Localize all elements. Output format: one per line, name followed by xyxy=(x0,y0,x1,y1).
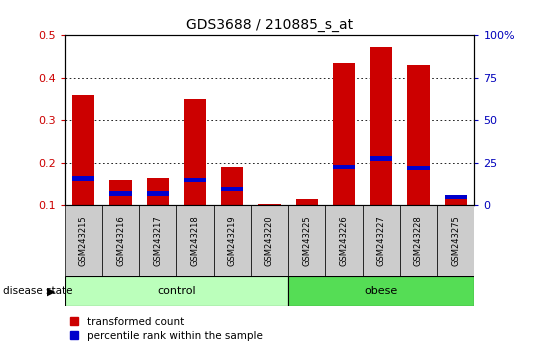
Text: control: control xyxy=(157,286,196,296)
Bar xyxy=(109,180,132,205)
Text: disease state: disease state xyxy=(3,286,72,296)
Bar xyxy=(65,205,102,276)
Bar xyxy=(72,176,94,181)
Text: GSM243275: GSM243275 xyxy=(451,215,460,266)
Bar xyxy=(102,205,139,276)
Bar xyxy=(213,205,251,276)
Bar xyxy=(437,205,474,276)
Bar xyxy=(333,63,355,205)
Bar xyxy=(407,166,430,170)
Bar xyxy=(333,165,355,169)
Text: GSM243217: GSM243217 xyxy=(153,215,162,266)
Bar xyxy=(288,205,326,276)
Bar xyxy=(184,178,206,182)
Bar xyxy=(370,47,392,205)
Bar xyxy=(72,95,94,205)
Text: ▶: ▶ xyxy=(47,286,56,296)
Bar xyxy=(176,205,213,276)
Text: GSM243218: GSM243218 xyxy=(190,215,199,266)
Bar xyxy=(221,187,244,191)
Bar xyxy=(65,276,288,306)
Text: GSM243226: GSM243226 xyxy=(340,215,349,266)
Text: GSM243220: GSM243220 xyxy=(265,215,274,266)
Bar xyxy=(363,205,400,276)
Text: GSM243227: GSM243227 xyxy=(377,215,386,266)
Text: GSM243216: GSM243216 xyxy=(116,215,125,266)
Bar xyxy=(109,191,132,195)
Text: obese: obese xyxy=(364,286,398,296)
Text: GSM243219: GSM243219 xyxy=(228,215,237,266)
Bar xyxy=(445,195,467,199)
Title: GDS3688 / 210885_s_at: GDS3688 / 210885_s_at xyxy=(186,18,353,32)
Text: GSM243228: GSM243228 xyxy=(414,215,423,266)
Legend: transformed count, percentile rank within the sample: transformed count, percentile rank withi… xyxy=(70,317,262,341)
Text: GSM243215: GSM243215 xyxy=(79,215,88,266)
Bar xyxy=(147,178,169,205)
Bar xyxy=(251,205,288,276)
Bar xyxy=(288,276,474,306)
Bar xyxy=(221,167,244,205)
Bar xyxy=(295,199,318,205)
Bar xyxy=(400,205,437,276)
Bar xyxy=(370,156,392,161)
Bar xyxy=(184,99,206,205)
Bar xyxy=(139,205,176,276)
Bar xyxy=(445,195,467,205)
Bar xyxy=(147,191,169,195)
Bar xyxy=(407,65,430,205)
Bar xyxy=(326,205,363,276)
Bar xyxy=(258,204,281,205)
Text: GSM243225: GSM243225 xyxy=(302,215,311,266)
